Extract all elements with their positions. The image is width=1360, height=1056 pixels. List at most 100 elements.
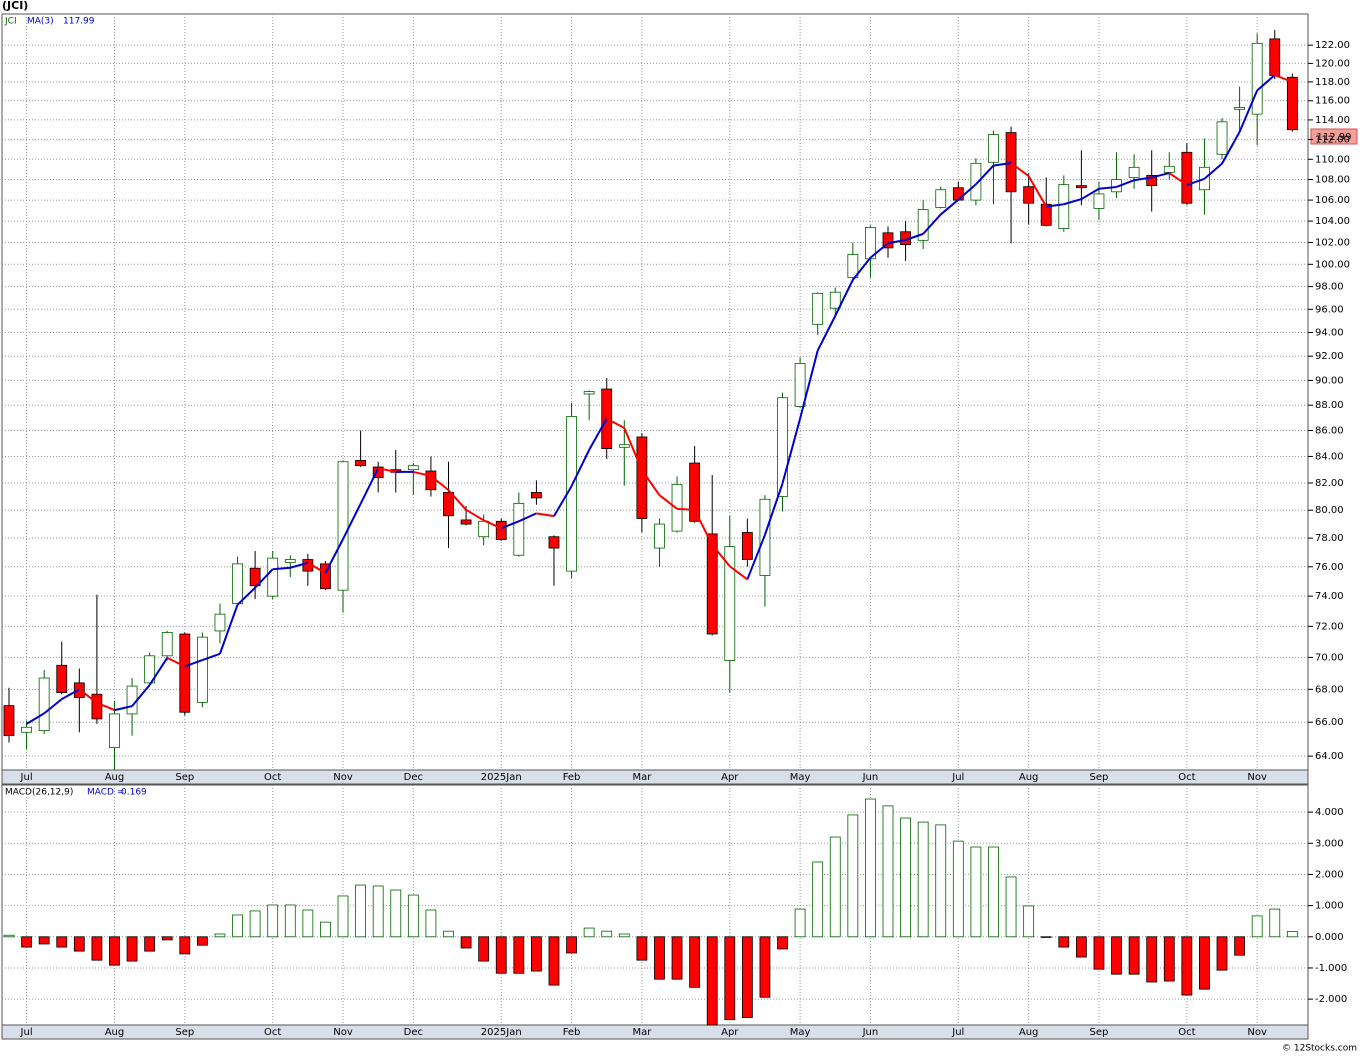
- macd-bar: [1199, 936, 1210, 990]
- ma-segment: [447, 489, 467, 511]
- candle-body: [214, 613, 226, 632]
- macd-bar: [1286, 931, 1298, 938]
- macd-bar: [267, 904, 279, 938]
- macd-bar: [1251, 915, 1263, 938]
- macd-bar: [548, 936, 560, 986]
- macd-bar: [741, 936, 753, 1018]
- x-tick-label: Aug: [1019, 772, 1039, 783]
- y-tick-label: 64.00: [1315, 751, 1344, 762]
- ma-segment: [1063, 198, 1082, 206]
- x-tick-label: 2025Jan: [481, 772, 522, 783]
- macd-bar: [460, 936, 472, 949]
- candle-body: [21, 726, 32, 733]
- ma-segment: [465, 508, 485, 522]
- ma-segment: [1010, 162, 1030, 177]
- candle-body: [847, 254, 859, 279]
- macd-bar: [917, 821, 929, 938]
- y-tick-label: 98.00: [1315, 282, 1344, 293]
- ma-segment: [869, 242, 889, 259]
- macd-bar: [935, 824, 947, 938]
- candle-body: [724, 546, 736, 661]
- ma-segment: [114, 705, 133, 712]
- macd-bar: [495, 936, 507, 974]
- macd-bar: [1216, 936, 1228, 971]
- macd-bar: [759, 936, 771, 998]
- candle-body: [284, 559, 296, 563]
- macd-bar: [196, 936, 208, 946]
- legend-macd-value: 0.169: [121, 788, 147, 798]
- ma-segment: [43, 698, 63, 715]
- macd-bar: [38, 936, 50, 945]
- x-tick-label: Oct: [264, 1027, 281, 1038]
- candle-body: [618, 444, 630, 448]
- x-tick-label: Sep: [175, 1027, 194, 1038]
- y-tick-label: 100.00: [1315, 259, 1350, 270]
- y-tick-label: 4.000: [1315, 807, 1344, 818]
- chart-title: (JCI): [2, 0, 28, 12]
- macd-bar: [109, 936, 120, 966]
- ma-segment: [1080, 187, 1100, 200]
- macd-bar: [1005, 876, 1017, 938]
- y-tick-label: 110.00: [1315, 154, 1350, 165]
- candle-body: [741, 532, 753, 560]
- y-tick-label: -1.000: [1315, 963, 1347, 974]
- y-tick-label: 92.00: [1315, 351, 1344, 362]
- macd-bar: [1163, 936, 1175, 982]
- y-tick-label: 88.00: [1315, 400, 1344, 411]
- macd-bar: [214, 933, 226, 938]
- x-tick-label: Nov: [1247, 772, 1267, 783]
- x-tick-label: Nov: [333, 1027, 353, 1038]
- y-tick-label: 86.00: [1315, 426, 1344, 437]
- macd-bar: [284, 904, 296, 938]
- ma-segment: [96, 701, 115, 712]
- y-tick-label: 72.00: [1315, 621, 1344, 632]
- macd-bar: [232, 914, 243, 938]
- candle-body: [1163, 165, 1175, 173]
- macd-bar: [654, 936, 665, 980]
- candle-body: [794, 363, 806, 407]
- candle-body: [232, 563, 243, 605]
- candle-body: [654, 523, 665, 549]
- y-tick-label: 84.00: [1315, 451, 1344, 462]
- candle-body: [1216, 121, 1228, 155]
- candle-body: [583, 391, 595, 395]
- ma-segment: [184, 659, 203, 668]
- macd-bar: [179, 936, 191, 955]
- ma-segment: [746, 534, 766, 580]
- x-tick-label: May: [790, 772, 811, 783]
- ma-segment: [148, 657, 169, 686]
- ma-segment: [1203, 162, 1223, 180]
- x-tick-label: Mar: [632, 772, 652, 783]
- macd-bar: [372, 885, 384, 938]
- macd-bar: [847, 814, 859, 938]
- candle-body: [56, 664, 68, 693]
- macd-bar: [478, 936, 490, 962]
- macd-bar: [1075, 936, 1087, 958]
- ma-segment: [1098, 185, 1117, 190]
- ma-segment: [781, 418, 802, 484]
- x-tick-label: Oct: [1178, 1027, 1195, 1038]
- x-tick-label: Jul: [20, 772, 33, 783]
- candle-body: [1146, 175, 1158, 187]
- last-price-box: [1310, 128, 1358, 145]
- ma-segment: [1151, 172, 1170, 179]
- candle-body: [1058, 184, 1070, 229]
- candle-body: [1093, 193, 1105, 209]
- macd-bar: [320, 921, 331, 938]
- candle-body: [355, 459, 367, 467]
- macd-bar: [829, 836, 841, 938]
- candle-body: [1286, 76, 1298, 131]
- candle-body: [917, 209, 929, 241]
- x-tick-label: Oct: [1178, 772, 1195, 783]
- y-tick-label: 102.00: [1315, 237, 1350, 248]
- ma-segment: [553, 485, 573, 517]
- ma-segment: [307, 561, 326, 574]
- ma-segment: [272, 566, 291, 571]
- last-price-label: 112.99: [1317, 132, 1352, 143]
- candle-body: [636, 436, 648, 519]
- footer: © 12Stocks.com: [1282, 1044, 1357, 1054]
- candle-body: [1269, 38, 1281, 76]
- legend-macd: MACD(26,12,9): [5, 788, 73, 798]
- macd-bar: [777, 936, 788, 950]
